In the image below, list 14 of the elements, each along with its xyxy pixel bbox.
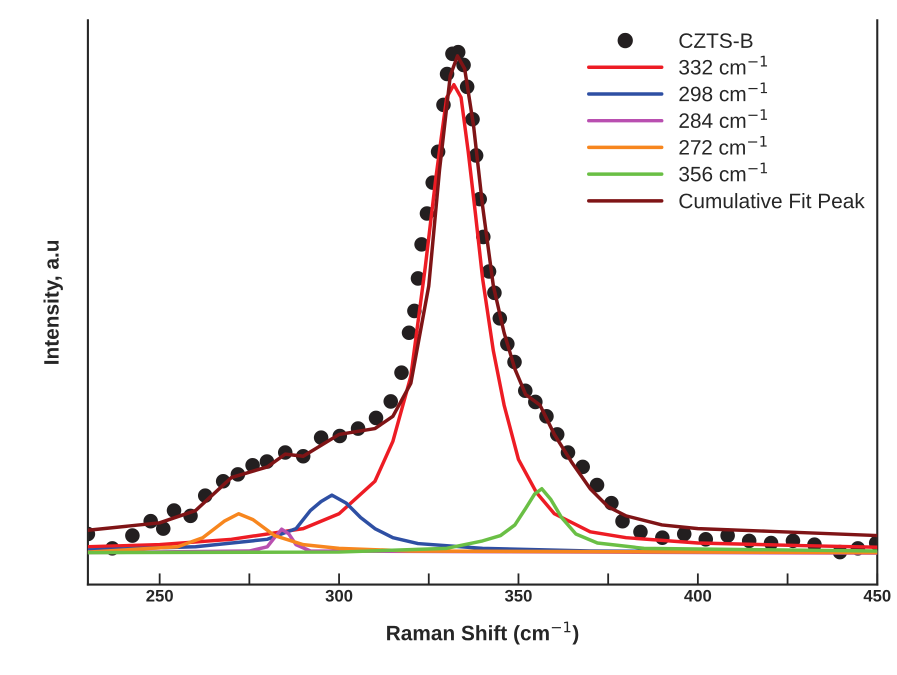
legend-label: CZTS-B (679, 33, 752, 48)
legend-label: Cumulative Fit Peak (679, 193, 865, 208)
y-axis-title: Intensity, a.u (43, 240, 63, 364)
legend-label: 284 cm$^{−1}$ (679, 109, 768, 128)
legend-label: 332 cm$^{−1}$ (679, 56, 768, 75)
legend-label: 298 cm$^{−1}$ (679, 82, 768, 102)
x-tick-label: 300 (326, 590, 352, 602)
legend-label: 272 cm$^{−1}$ (679, 136, 767, 155)
legend-label: 356 cm$^{−1}$ (679, 162, 768, 182)
x-axis-title: Raman Shift (cm$^{−1}$) (387, 622, 578, 645)
x-tick-label: 250 (146, 590, 173, 602)
x-tick-label: 450 (864, 590, 890, 602)
x-tick-label: 350 (504, 590, 532, 602)
x-tick-label: 400 (684, 590, 712, 602)
